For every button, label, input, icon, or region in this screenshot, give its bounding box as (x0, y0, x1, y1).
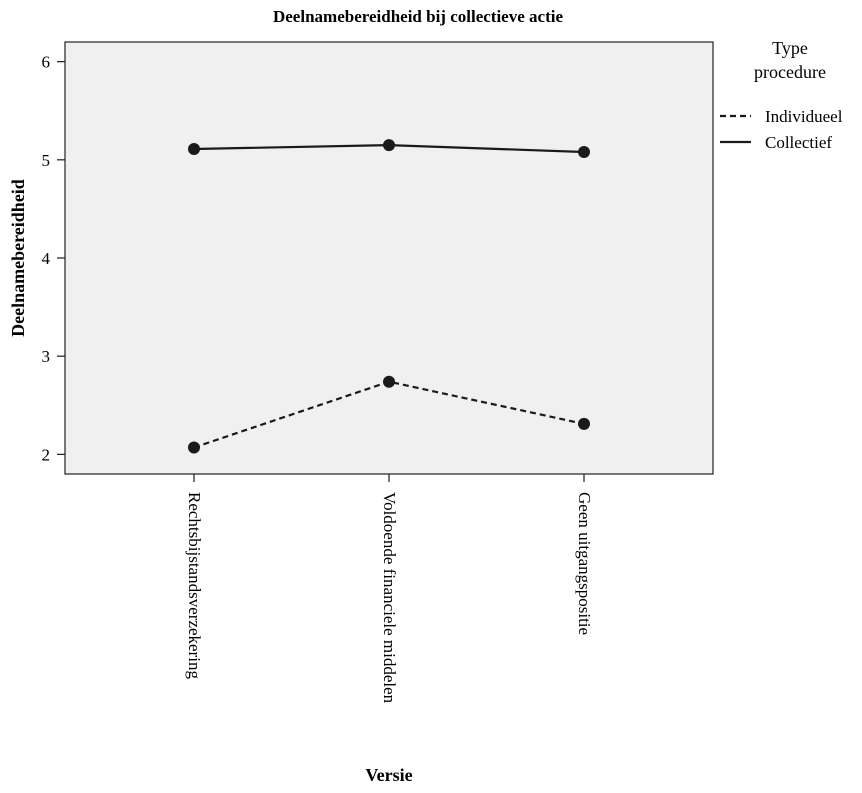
y-tick-label: 5 (42, 151, 51, 170)
plot-area (64, 41, 714, 475)
data-point-individueel (578, 417, 590, 430)
x-tick-label: Geen uitgangspositie (575, 492, 594, 635)
y-axis-ticks: 2 3 4 5 6 (42, 53, 65, 464)
x-axis-title: Versie (365, 765, 412, 785)
legend-label-collectief: Collectief (765, 133, 832, 152)
data-point-collectief (383, 139, 395, 152)
x-tick-label: Rechtsbijstandsverzekering (185, 492, 204, 679)
data-point-collectief (188, 143, 200, 155)
legend-title: Type (772, 38, 808, 58)
legend: Type procedure Individueel Collectief (720, 38, 843, 152)
x-axis-ticks: Rechtsbijstandsverzekering Voldoende fina… (185, 474, 594, 704)
data-point-individueel (383, 375, 395, 388)
chart-title: Deelnamebereidheid bij collectieve actie (273, 7, 563, 26)
y-tick-label: 2 (42, 445, 51, 464)
y-tick-label: 3 (42, 347, 51, 366)
legend-title: procedure (754, 62, 826, 82)
data-point-individueel (188, 441, 200, 454)
y-axis-title: Deelnamebereidheid (8, 179, 28, 337)
legend-label-individueel: Individueel (765, 107, 843, 126)
y-tick-label: 4 (42, 249, 51, 268)
data-point-collectief (578, 146, 590, 158)
x-tick-label: Voldoende financiele middelen (380, 492, 399, 704)
series-layer (188, 139, 590, 454)
y-tick-label: 6 (42, 53, 51, 72)
